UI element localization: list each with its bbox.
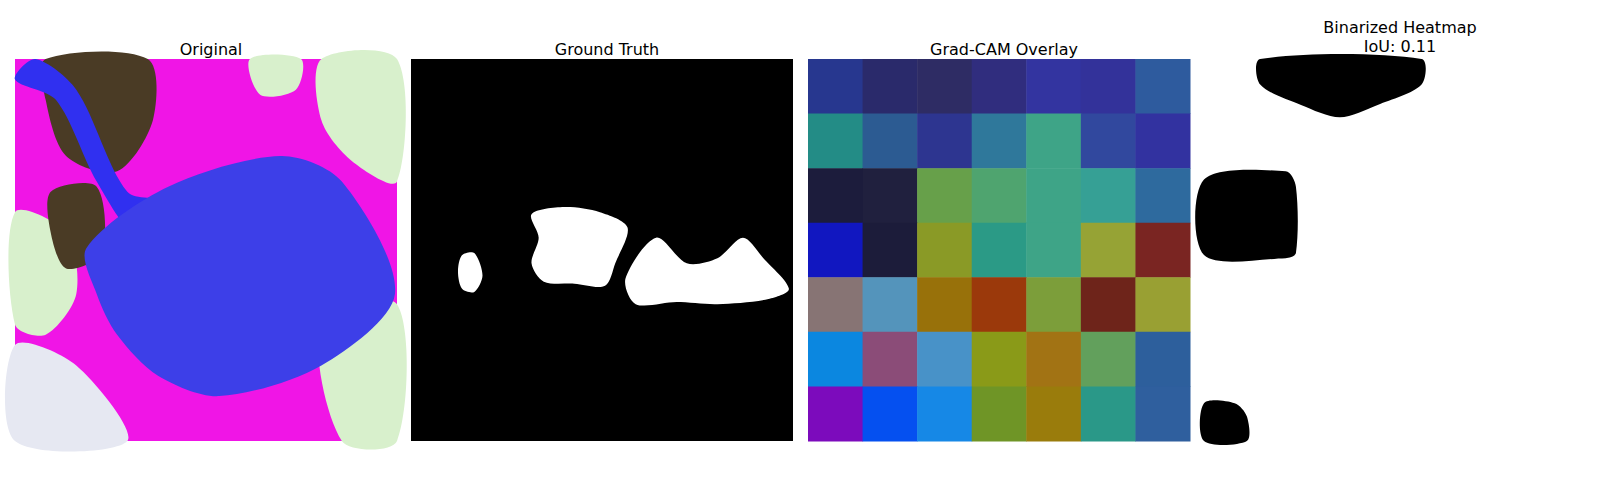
- svg-text:Original: Original: [180, 40, 243, 59]
- svg-text:Binarized Heatmap: Binarized Heatmap: [1323, 18, 1476, 37]
- svg-text:Ground Truth: Ground Truth: [555, 40, 660, 59]
- svg-text:IoU: 0.11: IoU: 0.11: [1364, 37, 1436, 56]
- svg-text:Grad-CAM Overlay: Grad-CAM Overlay: [930, 40, 1078, 59]
